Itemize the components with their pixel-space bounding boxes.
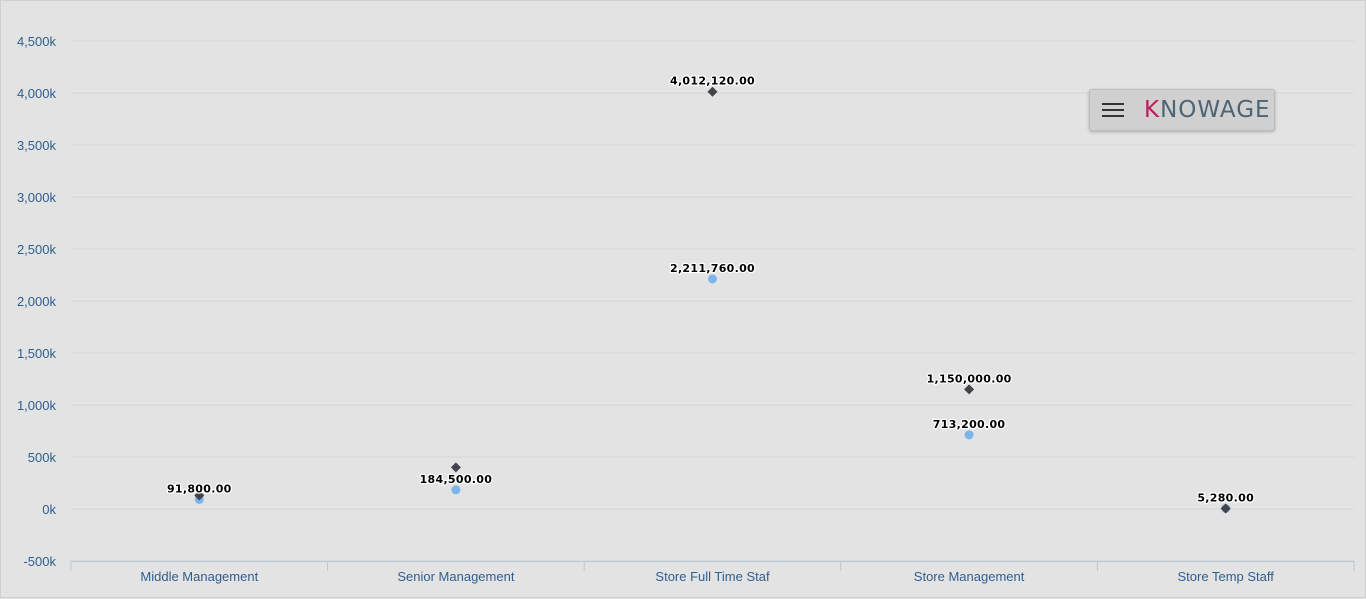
- hamburger-menu-icon[interactable]: [1102, 103, 1124, 117]
- circle-point: [451, 485, 461, 495]
- y-tick-label: 1,000k: [17, 398, 57, 413]
- circle-point: [708, 274, 717, 284]
- y-tick-label: 2,000k: [17, 294, 57, 309]
- y-tick-label: 4,500k: [17, 34, 57, 49]
- y-tick-label: 500k: [28, 450, 57, 465]
- knowage-logo: KNOWAGE: [1144, 97, 1271, 123]
- y-tick-label: -500k: [23, 554, 56, 569]
- data-label: 2,211,760.00: [670, 262, 755, 275]
- diamond-point: [964, 384, 975, 395]
- logo-k-letter: K: [1144, 97, 1161, 123]
- x-tick-label: Senior Management: [397, 569, 514, 584]
- diamond-point: [450, 462, 461, 473]
- diamond-point: [194, 490, 205, 501]
- data-label: 5,280.00: [1197, 491, 1254, 504]
- data-label: 91,800.00: [167, 482, 232, 495]
- y-tick-label: 1,500k: [17, 346, 57, 361]
- data-label: 184,500.00: [420, 473, 493, 486]
- diamond-point: [707, 86, 718, 97]
- y-tick-label: 0k: [42, 502, 56, 517]
- x-tick-label: Middle Management: [140, 569, 258, 584]
- y-tick-label: 4,000k: [17, 86, 57, 101]
- x-tick-label: Store Temp Staff: [1178, 569, 1275, 584]
- circle-point: [964, 430, 974, 440]
- data-label: 4,012,120.00: [670, 75, 755, 88]
- diamond-point: [1220, 503, 1231, 514]
- logo-rest: NOWAGE: [1160, 97, 1271, 123]
- chart-menu-box: KNOWAGE: [1089, 89, 1275, 131]
- data-label: 713,200.00: [933, 418, 1006, 431]
- x-tick-label: Store Management: [914, 569, 1025, 584]
- x-tick-label: Store Full Time Staf: [655, 569, 770, 584]
- y-tick-label: 3,000k: [17, 190, 57, 205]
- y-tick-label: 3,500k: [17, 138, 57, 153]
- data-label: 1,150,000.00: [927, 372, 1012, 385]
- y-tick-label: 2,500k: [17, 242, 57, 257]
